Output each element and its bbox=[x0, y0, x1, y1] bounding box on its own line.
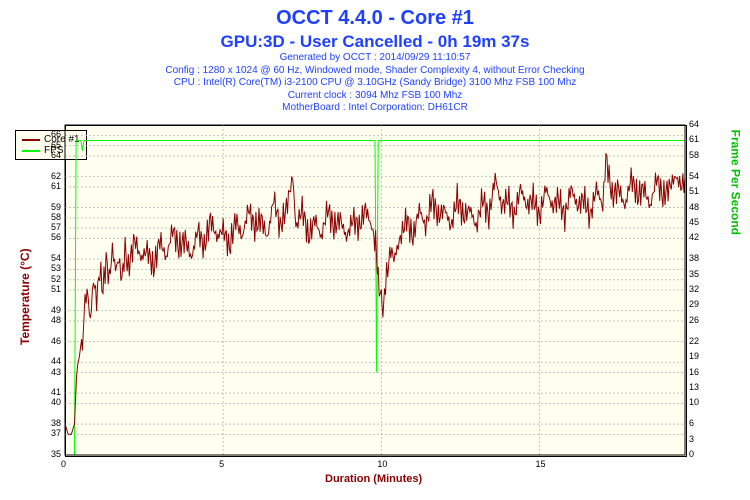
y-right-tick-label: 38 bbox=[689, 253, 699, 263]
y-left-tick-label: 57 bbox=[51, 222, 61, 232]
y-right-tick-label: 16 bbox=[689, 367, 699, 377]
x-tick-label: 15 bbox=[535, 459, 545, 469]
plot-svg bbox=[0, 0, 750, 500]
y-right-tick-label: 51 bbox=[689, 186, 699, 196]
y-right-tick-label: 22 bbox=[689, 336, 699, 346]
y-right-tick-label: 32 bbox=[689, 284, 699, 294]
y-left-tick-label: 37 bbox=[51, 428, 61, 438]
y-left-tick-label: 61 bbox=[51, 181, 61, 191]
y-right-tick-label: 0 bbox=[689, 449, 694, 459]
x-axis-label: Duration (Minutes) bbox=[325, 473, 422, 485]
y-left-tick-label: 46 bbox=[51, 336, 61, 346]
y-right-tick-label: 35 bbox=[689, 269, 699, 279]
y-left-tick-label: 62 bbox=[51, 171, 61, 181]
y-left-tick-label: 66 bbox=[51, 129, 61, 139]
y-left-tick-label: 65 bbox=[51, 140, 61, 150]
x-tick-label: 10 bbox=[377, 459, 387, 469]
y-left-tick-label: 44 bbox=[51, 356, 61, 366]
y-left-tick-label: 64 bbox=[51, 150, 61, 160]
x-tick-label: 5 bbox=[219, 459, 224, 469]
y-right-axis-label: Frame Per Second bbox=[728, 130, 742, 235]
y-right-tick-label: 26 bbox=[689, 315, 699, 325]
y-left-tick-label: 43 bbox=[51, 367, 61, 377]
y-right-tick-label: 45 bbox=[689, 217, 699, 227]
y-left-tick-label: 35 bbox=[51, 449, 61, 459]
y-right-tick-label: 6 bbox=[689, 418, 694, 428]
y-right-tick-label: 48 bbox=[689, 202, 699, 212]
y-left-tick-label: 52 bbox=[51, 274, 61, 284]
y-left-tick-label: 53 bbox=[51, 263, 61, 273]
y-left-tick-label: 54 bbox=[51, 253, 61, 263]
y-right-tick-label: 10 bbox=[689, 397, 699, 407]
y-left-tick-label: 48 bbox=[51, 315, 61, 325]
y-right-tick-label: 42 bbox=[689, 232, 699, 242]
y-left-tick-label: 56 bbox=[51, 232, 61, 242]
y-left-tick-label: 49 bbox=[51, 305, 61, 315]
y-right-tick-label: 54 bbox=[689, 171, 699, 181]
y-left-tick-label: 51 bbox=[51, 284, 61, 294]
y-right-tick-label: 3 bbox=[689, 434, 694, 444]
y-right-tick-label: 61 bbox=[689, 134, 699, 144]
y-left-tick-label: 40 bbox=[51, 397, 61, 407]
y-left-tick-label: 59 bbox=[51, 202, 61, 212]
y-left-tick-label: 58 bbox=[51, 212, 61, 222]
y-right-tick-label: 29 bbox=[689, 299, 699, 309]
y-right-tick-label: 64 bbox=[689, 119, 699, 129]
y-right-tick-label: 19 bbox=[689, 351, 699, 361]
y-left-axis-label: Temperature (°C) bbox=[18, 248, 32, 345]
x-tick-label: 0 bbox=[61, 459, 66, 469]
y-left-tick-label: 38 bbox=[51, 418, 61, 428]
chart-container: OCCT 4.4.0 - Core #1 GPU:3D - User Cance… bbox=[0, 0, 750, 500]
y-right-tick-label: 13 bbox=[689, 382, 699, 392]
y-right-tick-label: 58 bbox=[689, 150, 699, 160]
y-left-tick-label: 41 bbox=[51, 387, 61, 397]
